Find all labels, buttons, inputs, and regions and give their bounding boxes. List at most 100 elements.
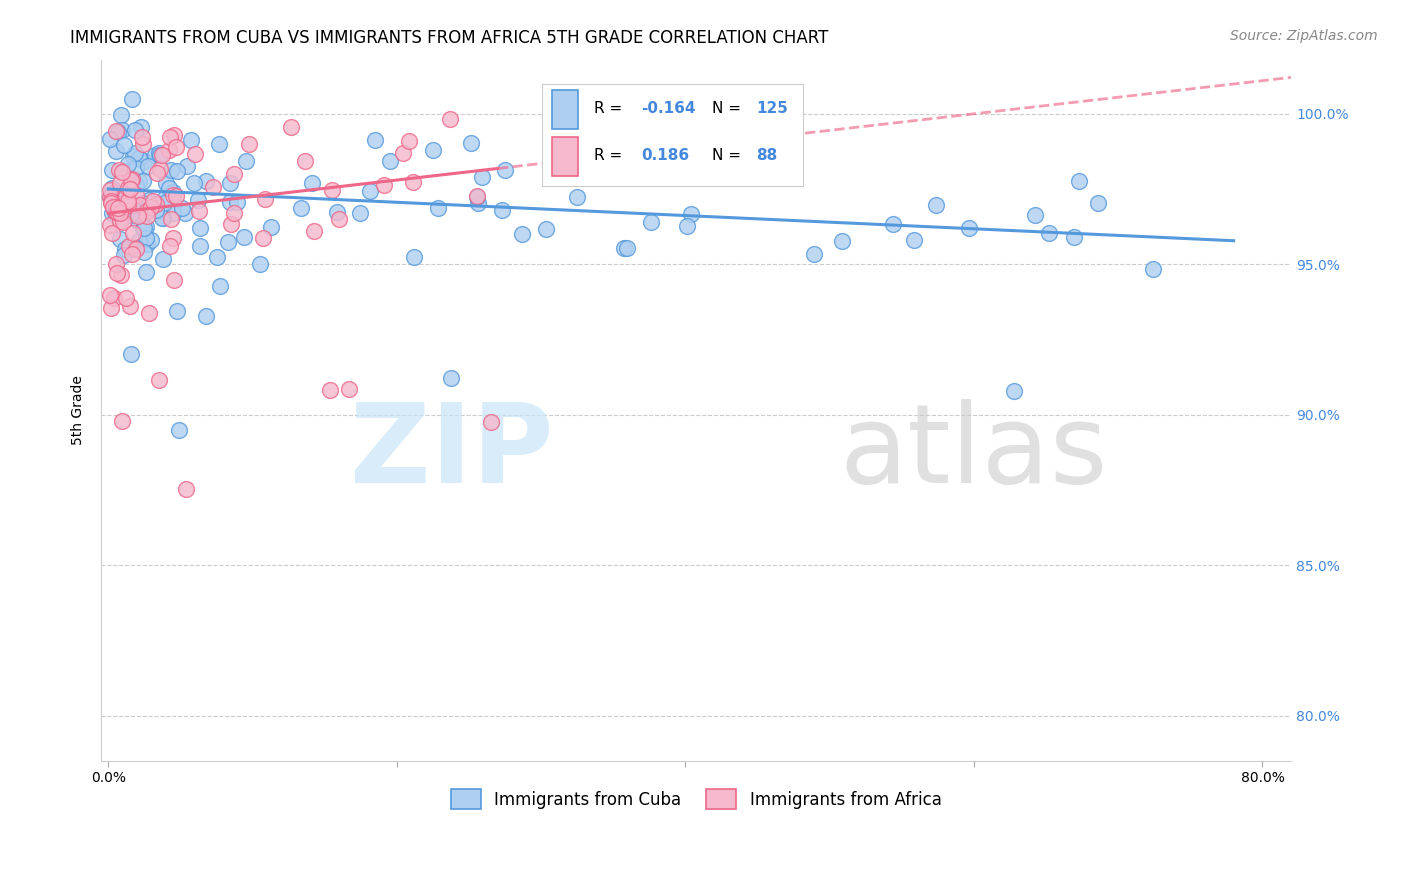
Point	[117, 200, 139, 214]
Point	[675, 219, 697, 233]
Point	[679, 207, 702, 221]
Point	[321, 183, 343, 197]
Text: atlas: atlas	[839, 399, 1108, 506]
Point	[125, 161, 148, 175]
Point	[1063, 229, 1085, 244]
Point	[135, 202, 157, 217]
Point	[118, 299, 141, 313]
Point	[129, 207, 152, 221]
Point	[319, 383, 342, 397]
Point	[1038, 226, 1060, 240]
Point	[128, 198, 150, 212]
Point	[98, 218, 121, 232]
Point	[259, 219, 281, 234]
Point	[180, 133, 202, 147]
Point	[1142, 262, 1164, 277]
Point	[128, 234, 150, 248]
Point	[162, 187, 184, 202]
Point	[613, 241, 636, 255]
Point	[235, 153, 257, 168]
Point	[112, 138, 135, 153]
Point	[494, 163, 516, 178]
Point	[128, 174, 150, 188]
Point	[616, 241, 638, 255]
Point	[104, 144, 127, 158]
Point	[101, 181, 124, 195]
Point	[188, 239, 211, 253]
Point	[132, 174, 155, 188]
Point	[162, 185, 184, 199]
Point	[124, 122, 146, 136]
Point	[427, 201, 450, 215]
Point	[302, 223, 325, 237]
Point	[148, 373, 170, 387]
Point	[326, 205, 349, 219]
Point	[127, 209, 149, 223]
Point	[640, 214, 662, 228]
Point	[439, 112, 461, 127]
Point	[221, 217, 243, 231]
Point	[114, 242, 136, 256]
Point	[534, 221, 557, 235]
Point	[117, 194, 139, 209]
Point	[112, 163, 135, 178]
Point	[208, 136, 231, 151]
Point	[103, 205, 125, 219]
Point	[254, 192, 277, 206]
Point	[165, 139, 187, 153]
Point	[121, 247, 143, 261]
Point	[373, 178, 395, 192]
Point	[831, 234, 853, 248]
Point	[159, 143, 181, 157]
Point	[173, 206, 195, 220]
Point	[121, 92, 143, 106]
Point	[172, 201, 194, 215]
Point	[146, 166, 169, 180]
Point	[136, 159, 159, 173]
Point	[194, 309, 217, 323]
Point	[165, 188, 187, 202]
Point	[138, 306, 160, 320]
Point	[111, 215, 134, 229]
Point	[481, 415, 503, 429]
Point	[114, 291, 136, 305]
Point	[108, 232, 131, 246]
Point	[224, 206, 246, 220]
Point	[159, 239, 181, 253]
Point	[98, 190, 121, 204]
Point	[152, 211, 174, 225]
Point	[120, 208, 142, 222]
Point	[132, 154, 155, 169]
Point	[120, 346, 142, 360]
Point	[567, 190, 589, 204]
Point	[135, 265, 157, 279]
Point	[249, 257, 271, 271]
Point	[225, 194, 247, 209]
Point	[129, 120, 152, 134]
Point	[127, 214, 149, 228]
Point	[111, 165, 134, 179]
Point	[142, 194, 165, 209]
Point	[135, 209, 157, 223]
Point	[467, 189, 489, 203]
Point	[402, 175, 425, 189]
Point	[187, 194, 209, 208]
Point	[143, 148, 166, 162]
Point	[145, 197, 167, 211]
Point	[124, 241, 146, 255]
Point	[153, 193, 176, 207]
Point	[132, 220, 155, 235]
Point	[110, 206, 132, 220]
Point	[252, 231, 274, 245]
Point	[150, 211, 173, 226]
Point	[176, 159, 198, 173]
Point	[98, 190, 121, 204]
Point	[98, 288, 121, 302]
Point	[188, 220, 211, 235]
Point	[925, 198, 948, 212]
Point	[162, 206, 184, 220]
Point	[131, 196, 153, 211]
Point	[149, 161, 172, 176]
Point	[159, 129, 181, 144]
Point	[118, 238, 141, 252]
